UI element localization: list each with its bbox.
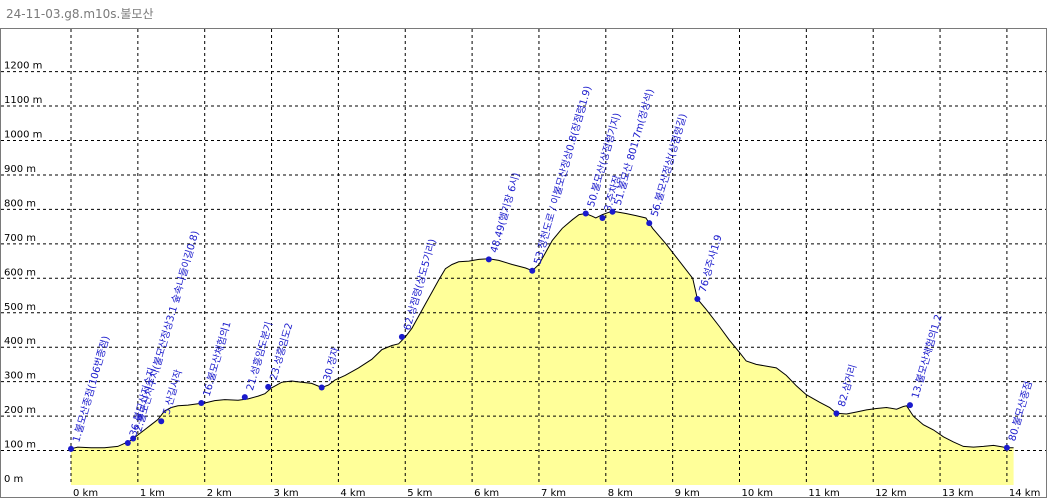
x-tick-label: 0 km [73, 488, 98, 497]
y-tick-label: 1100 m [4, 95, 42, 106]
waypoint-label: 56.불모산정상(상점령길) [648, 112, 690, 218]
chart-svg: 0 m 100 m 200 m 300 m 400 m 500 m 600 m 700 m 80… [1, 29, 1046, 497]
y-tick-label: 1000 m [4, 130, 42, 141]
waypoint-marker [599, 215, 606, 222]
waypoint-marker [265, 383, 272, 390]
window-titlebar: 24-11-03.g8.m10s.불모산 [0, 0, 1047, 28]
x-tick-label: 8 km [608, 488, 633, 497]
waypoint-marker [529, 267, 536, 274]
waypoint-marker [833, 410, 840, 417]
y-tick-label: 700 m [4, 233, 36, 244]
waypoint-marker [906, 402, 913, 409]
y-tick-label: 200 m [4, 405, 36, 416]
x-tick-label: 4 km [340, 488, 365, 497]
y-tick-label: 400 m [4, 336, 36, 347]
waypoint-marker [694, 295, 701, 302]
x-tick-label: 5 km [407, 488, 432, 497]
waypoint-marker [582, 210, 589, 217]
x-tick-label: 11 km [808, 488, 839, 497]
y-tick-label: 0 m [4, 474, 23, 485]
x-tick-label: 6 km [474, 488, 499, 497]
elevation-profile-chart: 0 m 100 m 200 m 300 m 400 m 500 m 600 m 700 m 80… [0, 28, 1047, 498]
waypoint-label: 1.불모산종점(106번종점) [70, 334, 112, 443]
y-tick-label: 600 m [4, 267, 36, 278]
x-tick-label: 10 km [742, 488, 773, 497]
waypoint-label: 48.49(헬기장 6시) [488, 171, 522, 254]
y-tick-label: 800 m [4, 198, 36, 209]
waypoint-marker [485, 256, 492, 263]
waypoint-marker [68, 445, 74, 452]
x-tick-label: 14 km [1009, 488, 1040, 497]
x-tick-label: 3 km [274, 488, 299, 497]
waypoint-label: 51.불모산 801.7m(정상석) [612, 87, 657, 206]
waypoint-marker [124, 439, 131, 446]
x-tick-label: 12 km [875, 488, 906, 497]
y-tick-label: 500 m [4, 302, 36, 313]
y-tick-label: 1200 m [4, 61, 42, 72]
waypoint-marker [609, 208, 616, 215]
x-tick-label: 2 km [207, 488, 232, 497]
waypoint-label: 80.불모산종점 [1006, 380, 1035, 443]
waypoint-label: 13.불모산체험의1.2 [909, 313, 945, 400]
waypoint-marker [398, 333, 405, 340]
y-tick-label: 300 m [4, 371, 36, 382]
y-tick-label: 900 m [4, 164, 36, 175]
waypoint-label: 16.불모산체험의1 [201, 320, 234, 398]
waypoint-marker [318, 384, 325, 391]
x-tick-label: 1 km [140, 488, 165, 497]
waypoint-marker [646, 220, 653, 227]
window-title: 24-11-03.g8.m10s.불모산 [6, 7, 154, 21]
waypoint-label: 82.삼거리 [836, 363, 860, 408]
elevation-line [70, 211, 1014, 450]
waypoint-label: 76.성주사1.9 [697, 233, 725, 293]
y-tick-label: 100 m [4, 440, 36, 451]
waypoint-label: 30.정자 [321, 346, 342, 382]
waypoint-marker [130, 435, 137, 442]
x-tick-label: 7 km [541, 488, 566, 497]
x-tick-label: 9 km [675, 488, 700, 497]
x-tick-label: 13 km [942, 488, 973, 497]
waypoint-marker [1003, 444, 1010, 451]
waypoint-marker [198, 400, 205, 407]
elevation-area [71, 211, 1014, 486]
waypoint-marker [158, 418, 165, 425]
waypoint-marker [241, 394, 248, 401]
